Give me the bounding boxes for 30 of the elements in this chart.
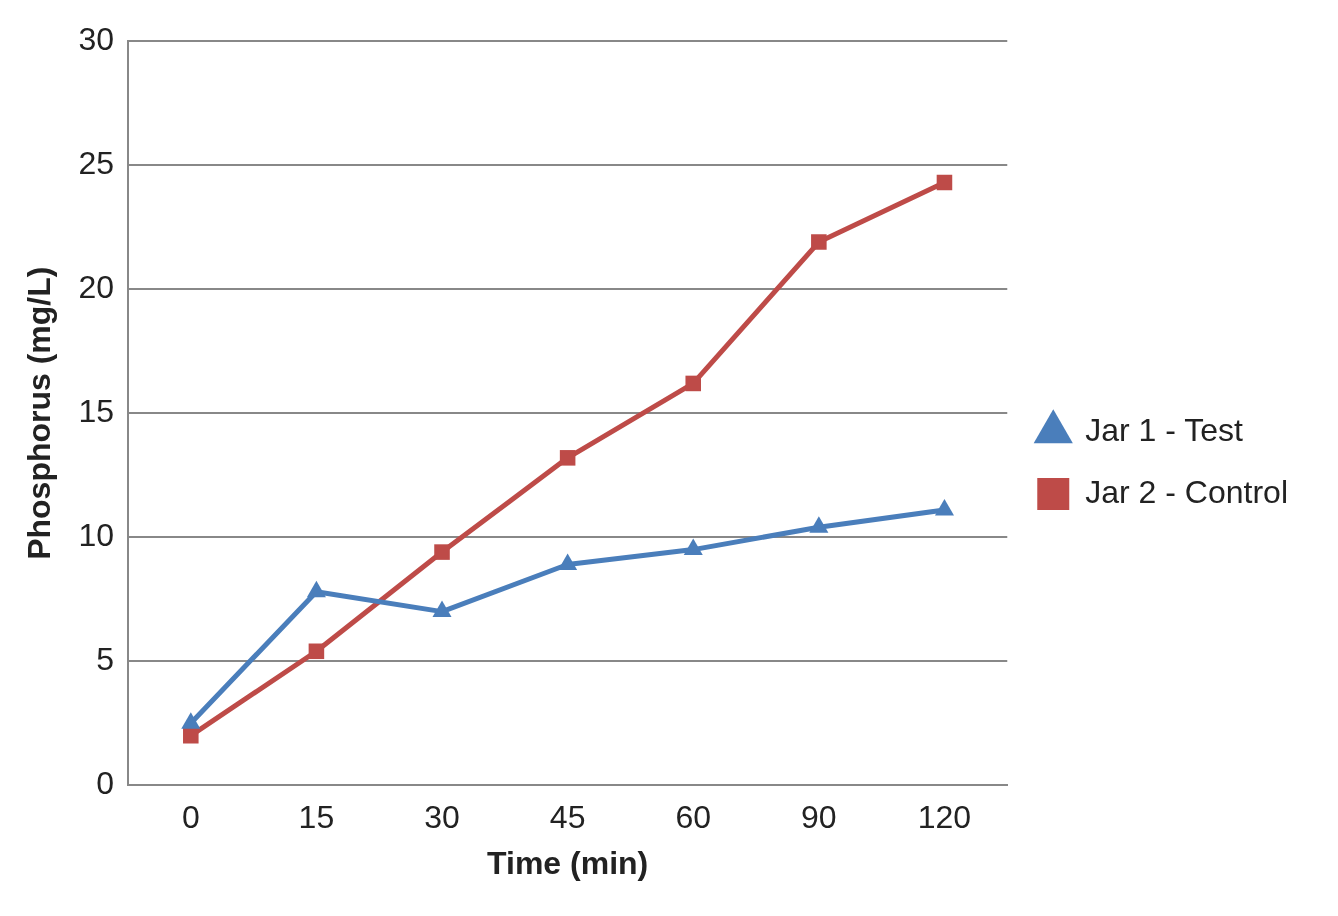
point [559, 450, 576, 466]
x-tick-label: 60 [675, 799, 712, 836]
x-tick-label: 0 [181, 799, 200, 836]
point [685, 375, 702, 392]
y-tick-label: 30 [78, 21, 114, 58]
x-tick-label: 30 [424, 799, 460, 836]
y-tick-label: 5 [96, 641, 114, 678]
legend-label: Jar 1 - Test [1085, 411, 1244, 448]
x-tick-label: 15 [298, 799, 335, 836]
point [683, 538, 703, 556]
y-tick-label: 20 [78, 269, 114, 306]
y-tick-label: 25 [78, 145, 114, 182]
x-axis-title: Time (min) [487, 844, 649, 881]
x-tick-label: 90 [801, 799, 837, 836]
point [809, 516, 829, 533]
point [306, 580, 326, 598]
point [432, 600, 452, 618]
y-axis-title: Phosphorus (mg/L) [21, 266, 58, 560]
y-tick-label: 15 [78, 393, 114, 430]
point [811, 234, 827, 250]
point [934, 498, 954, 516]
point [558, 553, 578, 570]
y-tick-label: 10 [78, 517, 114, 554]
point [434, 544, 450, 560]
point [181, 712, 201, 729]
legend-label: Jar 2 - Control [1085, 473, 1288, 510]
x-tick-label: 45 [549, 799, 586, 836]
point [936, 174, 953, 191]
x-tick-label: 120 [917, 799, 972, 836]
y-tick-label: 0 [96, 765, 114, 802]
